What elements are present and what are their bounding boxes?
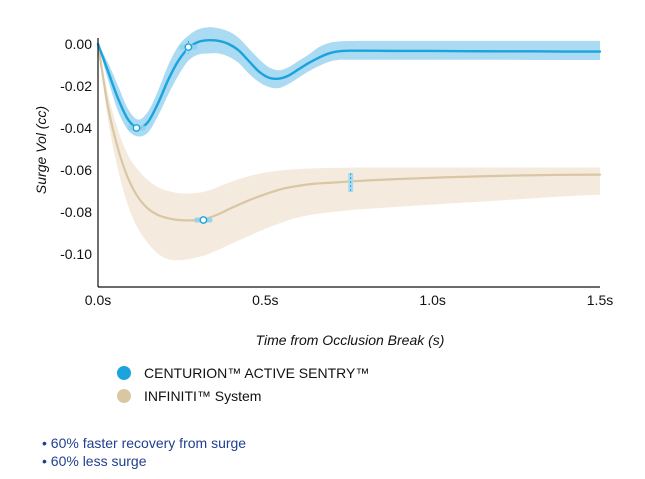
axes bbox=[97, 38, 600, 288]
confidence-bands bbox=[98, 27, 600, 261]
x-tick-label-1: 0.5s bbox=[252, 292, 278, 308]
y-tick-label-2: -0.04 bbox=[60, 120, 92, 136]
y-axis-label: Surge Vol (cc) bbox=[33, 106, 49, 194]
line-series-0 bbox=[96, 38, 602, 130]
x-axis-label: Time from Occlusion Break (s) bbox=[256, 332, 445, 348]
tick-labels: 0.00 -0.02 -0.04 -0.06 -0.08 -0.10 0.0s 0.5s 1.0… bbox=[60, 36, 613, 308]
bullet-less-surge: • 60% less surge bbox=[42, 453, 147, 469]
legend: CENTURION™ ACTIVE SENTRY™ INFINITI™ Syst… bbox=[117, 365, 369, 404]
series-lines bbox=[96, 38, 602, 222]
y-tick-label-1: -0.02 bbox=[60, 78, 92, 94]
band-series-0 bbox=[98, 27, 600, 137]
y-tick-label-0: 0.00 bbox=[65, 36, 92, 52]
y-tick-label-3: -0.06 bbox=[60, 162, 92, 178]
line-series-1 bbox=[96, 42, 602, 222]
x-tick-label-3: 1.5s bbox=[587, 292, 613, 308]
y-tick-label-4: -0.08 bbox=[60, 204, 92, 220]
data-markers bbox=[127, 40, 354, 224]
band-series-1 bbox=[98, 44, 600, 261]
legend-label-centurion: CENTURION™ ACTIVE SENTRY™ bbox=[144, 365, 369, 381]
legend-label-infiniti: INFINITI™ System bbox=[144, 388, 261, 404]
key-benefits-list: • 60% faster recovery from surge • 60% l… bbox=[42, 434, 246, 470]
bullet-faster-recovery: • 60% faster recovery from surge bbox=[42, 435, 247, 451]
point-marker-1-0 bbox=[199, 216, 208, 224]
error-marker-1 bbox=[348, 173, 354, 193]
x-tick-label-2: 1.0s bbox=[419, 292, 445, 308]
point-marker-0-0 bbox=[132, 124, 141, 132]
legend-swatch-infiniti bbox=[117, 389, 131, 403]
legend-swatch-centurion bbox=[117, 366, 131, 380]
point-marker-0-1 bbox=[184, 43, 193, 52]
y-tick-label-5: -0.10 bbox=[60, 246, 92, 262]
x-tick-label-0: 0.0s bbox=[85, 292, 111, 308]
